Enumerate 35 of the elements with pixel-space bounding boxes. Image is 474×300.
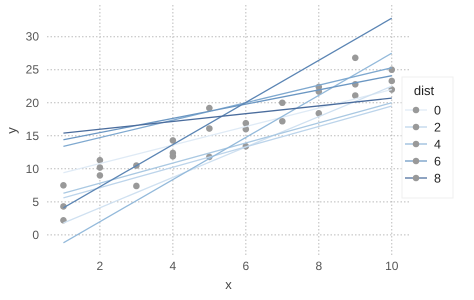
legend-label: 8 — [434, 172, 441, 186]
y-tick-label: 30 — [26, 30, 40, 44]
legend-title: dist — [414, 83, 434, 98]
point — [315, 110, 322, 117]
legend-label: 4 — [434, 138, 441, 152]
x-tick-label: 4 — [170, 259, 177, 273]
point — [279, 99, 286, 106]
y-tick-label: 25 — [26, 62, 40, 77]
point — [96, 156, 104, 164]
y-tick-label: 10 — [26, 162, 40, 176]
point — [279, 118, 286, 125]
point — [352, 54, 359, 62]
x-axis-title: x — [225, 277, 232, 292]
point — [96, 172, 104, 179]
x-tick-label: 10 — [385, 259, 399, 273]
point — [206, 104, 213, 112]
y-tick-label: 20 — [26, 96, 40, 110]
x-tick-label: 8 — [315, 259, 322, 273]
point — [60, 182, 67, 189]
legend-label: 0 — [434, 104, 441, 118]
y-tick-label: 15 — [26, 128, 40, 143]
point — [133, 182, 140, 190]
y-tick-label: 5 — [32, 194, 40, 209]
y-tick-label: 0 — [32, 228, 40, 242]
legend-label: 6 — [434, 154, 441, 168]
x-tick-label: 6 — [242, 259, 250, 273]
point — [96, 164, 104, 171]
point — [170, 137, 176, 144]
point — [352, 92, 359, 99]
point — [388, 78, 396, 84]
y-axis-title: y — [4, 126, 19, 134]
x-tick-label: 2 — [96, 259, 104, 273]
legend-label: 2 — [434, 120, 441, 134]
point — [242, 120, 250, 127]
point — [206, 125, 213, 132]
